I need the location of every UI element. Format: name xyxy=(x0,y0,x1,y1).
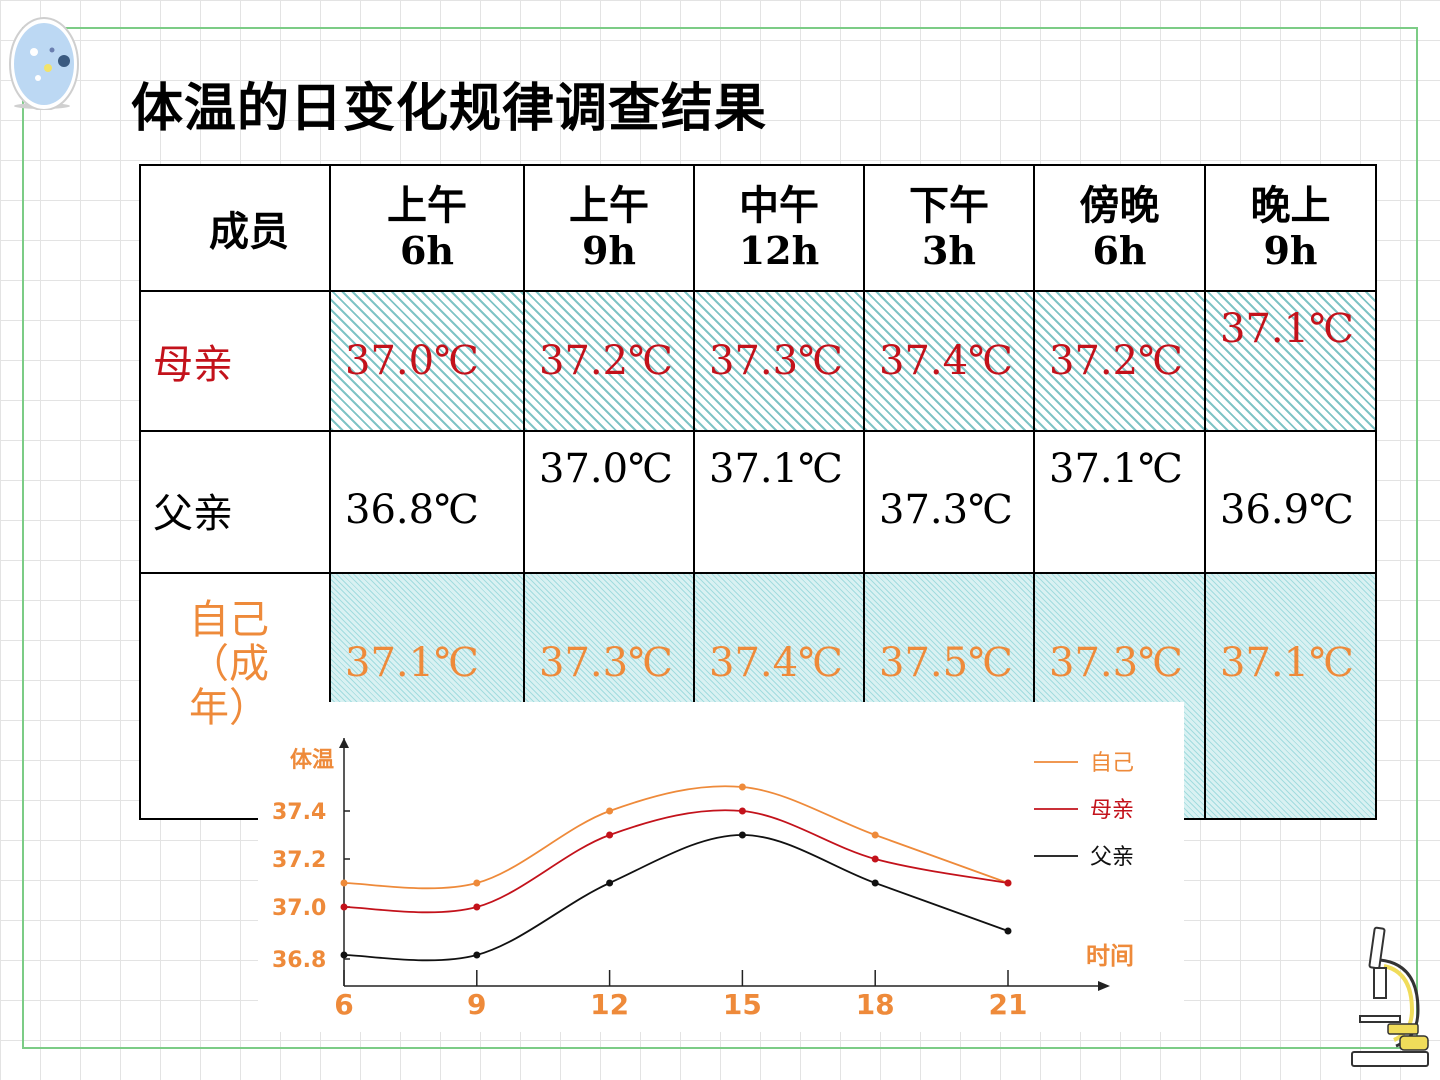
y-tick-label: 36.8 xyxy=(272,948,326,973)
data-point xyxy=(340,879,348,887)
member-self-line: 自己 xyxy=(189,597,269,643)
x-axis-arrow xyxy=(1098,981,1110,991)
data-point xyxy=(473,879,481,887)
table-cell: 37.1℃ xyxy=(1033,430,1206,574)
member-self-line: （成 xyxy=(189,641,269,687)
table-cell: 37.2℃ xyxy=(1033,290,1206,432)
slide-frame xyxy=(22,27,1418,1049)
petri-dish-icon xyxy=(9,17,79,110)
table-cell: 37.1℃ xyxy=(1204,572,1377,820)
header-hour: 3h xyxy=(921,228,977,273)
table-cell: 37.0℃ xyxy=(523,430,695,574)
member-mother: 母亲 xyxy=(139,290,331,432)
chart-panel: 体温时间 37.4 37.2 37.0 36.8 6 9 12 15 18 21 自己母亲父亲 xyxy=(258,702,1184,1032)
chart-series xyxy=(340,783,1012,962)
data-point xyxy=(473,951,481,959)
x-tick-label: 21 xyxy=(989,988,1028,1021)
table-cell: 37.3℃ xyxy=(693,290,865,432)
y-tick-label: 37.4 xyxy=(272,800,326,825)
x-tick-label: 12 xyxy=(590,988,629,1021)
header-period: 上午 xyxy=(387,182,467,229)
table-cell: 37.0℃ xyxy=(329,290,525,432)
x-tick-label: 15 xyxy=(723,988,762,1021)
table-cell: 37.1℃ xyxy=(1204,290,1377,432)
header-col-5: 晚上 9h xyxy=(1204,164,1377,292)
data-point xyxy=(738,831,746,839)
table-cell: 36.8℃ xyxy=(329,430,525,574)
header-period: 中午 xyxy=(739,182,819,229)
legend-label: 母亲 xyxy=(1090,798,1134,823)
data-point xyxy=(606,807,614,815)
table-cell: 37.1℃ xyxy=(693,430,865,574)
x-tick-label: 18 xyxy=(856,988,895,1021)
header-period: 下午 xyxy=(909,182,989,229)
header-hour: 9h xyxy=(581,228,637,273)
table-cell: 37.4℃ xyxy=(863,290,1035,432)
microscope-icon xyxy=(1351,926,1429,1067)
legend-label: 父亲 xyxy=(1090,845,1134,870)
header-hour: 12h xyxy=(738,228,820,273)
table-row-father: 父亲 36.8℃ 37.0℃ 37.1℃ 37.3℃ 37.1℃ 36.9℃ xyxy=(139,430,1377,574)
table-cell: 36.9℃ xyxy=(1204,430,1377,574)
header-col-1: 上午 9h xyxy=(523,164,695,292)
y-tick-label: 37.0 xyxy=(272,896,326,921)
header-member: 成员 xyxy=(209,208,289,255)
series-line-1 xyxy=(343,809,1009,914)
page-title: 体温的日变化规律调查结果 xyxy=(131,79,768,139)
header-member-cell: 成员 xyxy=(139,164,331,292)
data-point xyxy=(1004,927,1012,935)
header-col-3: 下午 3h xyxy=(863,164,1035,292)
data-point xyxy=(1004,879,1012,887)
member-self-line: 年） xyxy=(189,685,269,731)
header-period: 晚上 xyxy=(1250,182,1331,229)
header-hour: 6h xyxy=(399,228,455,273)
member-father: 父亲 xyxy=(139,430,331,574)
y-tick-label: 37.2 xyxy=(272,848,326,873)
series-line-2 xyxy=(343,834,1009,962)
table-row-self: 自己 （成 年） 37.1℃ 37.3℃ 37.4℃ 37.5℃ 37.3℃ 3… xyxy=(139,572,1377,820)
y-axis-label: 体温 xyxy=(290,748,334,773)
header-hour: 9h xyxy=(1263,228,1318,273)
data-point xyxy=(738,783,746,791)
header-col-0: 上午 6h xyxy=(329,164,525,292)
header-period: 上午 xyxy=(569,182,649,229)
data-point xyxy=(340,903,348,911)
y-axis-arrow xyxy=(339,738,349,748)
data-point xyxy=(340,951,348,959)
legend-label: 自己 xyxy=(1090,751,1134,776)
table-cell: 37.2℃ xyxy=(523,290,695,432)
x-tick-label: 6 xyxy=(334,988,353,1021)
x-axis-label: 时间 xyxy=(1086,942,1134,970)
header-hour: 6h xyxy=(1092,228,1147,273)
data-point xyxy=(871,879,879,887)
table-cell: 37.3℃ xyxy=(863,430,1035,574)
data-point xyxy=(606,879,614,887)
data-point xyxy=(871,855,879,863)
header-col-2: 中午 12h xyxy=(693,164,865,292)
header-col-4: 傍晚 6h xyxy=(1033,164,1206,292)
data-point xyxy=(473,903,481,911)
data-point xyxy=(871,831,879,839)
x-tick-label: 9 xyxy=(467,988,486,1021)
table-header-row: 成员 上午 6h 上午 9h 中午 12h 下午 3h 傍晚 6h 晚上 9h xyxy=(139,164,1377,292)
data-point xyxy=(606,831,614,839)
table-row-mother: 母亲 37.0℃ 37.2℃ 37.3℃ 37.4℃ 37.2℃ 37.1℃ xyxy=(139,290,1377,432)
series-line-0 xyxy=(343,785,1009,890)
header-period: 傍晚 xyxy=(1079,182,1160,229)
data-point xyxy=(738,807,746,815)
